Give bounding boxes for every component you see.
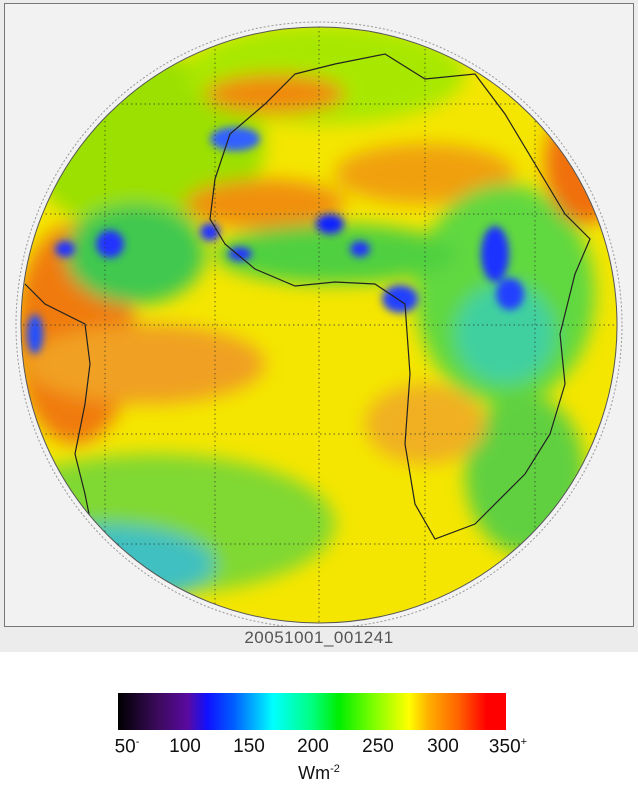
cold-cloud-tops bbox=[27, 127, 524, 354]
map-frame: 20051001_001241 bbox=[0, 0, 638, 652]
earth-disk-image bbox=[15, 21, 623, 626]
africa-coastline bbox=[209, 53, 591, 540]
colorbar-tick-250: 250 bbox=[362, 736, 394, 757]
colorbar-tick-100: 100 bbox=[169, 736, 201, 757]
colorbar-tick-150: 150 bbox=[233, 736, 265, 757]
map-panel bbox=[4, 3, 634, 627]
colorbar bbox=[118, 693, 506, 730]
colorbar-tick-300: 300 bbox=[427, 736, 459, 757]
colorbar-tick-50: 50- bbox=[114, 736, 140, 758]
timestamp-label: 20051001_001241 bbox=[244, 628, 394, 647]
colorbar-tick-350: 350+ bbox=[488, 736, 528, 758]
colorbar-unit: Wm-2 bbox=[298, 763, 340, 783]
colorbar-tick-200: 200 bbox=[297, 736, 329, 757]
disk-limb bbox=[15, 21, 623, 626]
